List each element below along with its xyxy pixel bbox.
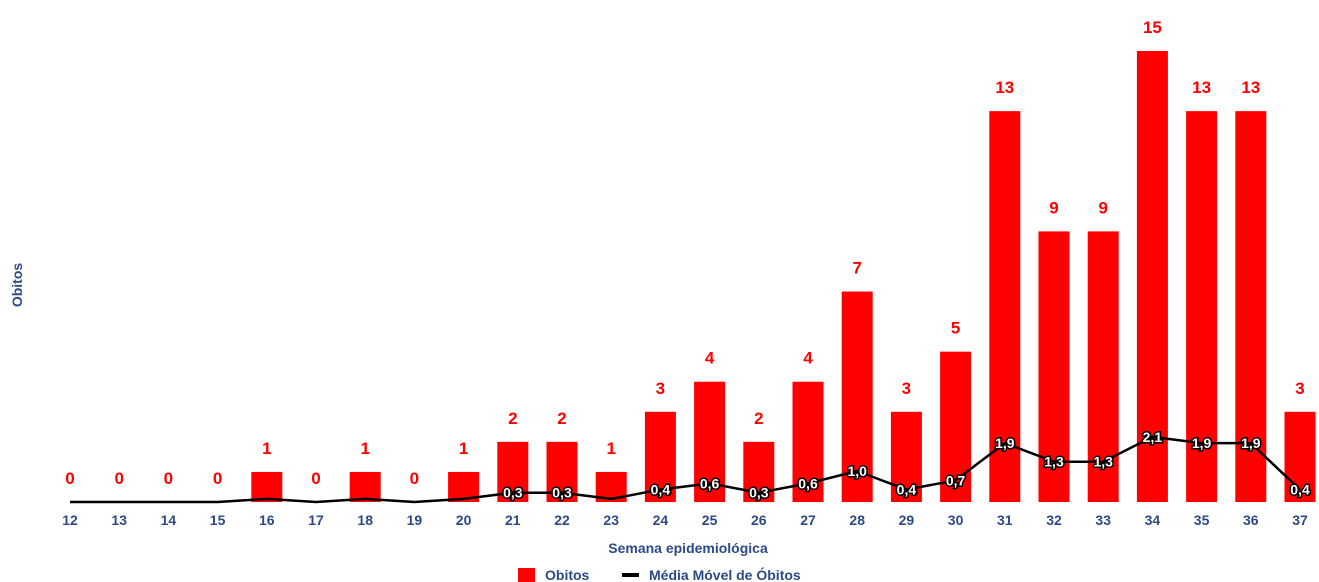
bar-label-32: 9 bbox=[1049, 198, 1058, 217]
x-tick-33: 33 bbox=[1095, 512, 1111, 528]
bars-layer bbox=[251, 51, 1316, 502]
x-axis-title: Semana epidemiológica bbox=[608, 540, 768, 556]
x-tick-21: 21 bbox=[505, 512, 521, 528]
bar-label-17: 0 bbox=[311, 469, 320, 488]
bar-label-19: 0 bbox=[410, 469, 419, 488]
x-tick-36: 36 bbox=[1243, 512, 1259, 528]
y-axis-title: Obitos bbox=[9, 263, 25, 308]
bar-label-16: 1 bbox=[262, 439, 271, 458]
x-tick-23: 23 bbox=[603, 512, 619, 528]
ma-label-31: 1,9 bbox=[995, 435, 1015, 451]
bar-label-35: 13 bbox=[1192, 78, 1211, 97]
ma-label-21: 0,3 bbox=[503, 485, 523, 501]
bar-label-34: 15 bbox=[1143, 18, 1162, 37]
bar-label-31: 13 bbox=[995, 78, 1014, 97]
bar-label-33: 9 bbox=[1098, 198, 1107, 217]
x-tick-20: 20 bbox=[456, 512, 472, 528]
x-tick-32: 32 bbox=[1046, 512, 1062, 528]
bar-label-29: 3 bbox=[902, 379, 911, 398]
x-tick-37: 37 bbox=[1292, 512, 1308, 528]
bar-label-20: 1 bbox=[459, 439, 468, 458]
x-axis-ticks: 12 13 14 15 16 17 18 19 20 21 22 23 24 25 26 27 28 29 30 31… bbox=[62, 512, 1308, 528]
bar-label-23: 1 bbox=[606, 439, 615, 458]
ma-label-37: 0,4 bbox=[1290, 482, 1310, 498]
bar-label-15: 0 bbox=[213, 469, 222, 488]
bar-37 bbox=[1284, 411, 1316, 502]
bar-label-37: 3 bbox=[1295, 379, 1304, 398]
bar-label-27: 4 bbox=[803, 349, 813, 368]
ma-label-32: 1,3 bbox=[1044, 454, 1064, 470]
legend-line-swatch bbox=[622, 573, 639, 577]
moving-average-line bbox=[70, 435, 1301, 504]
ma-label-27: 0,6 bbox=[798, 475, 818, 491]
bar-label-30: 5 bbox=[951, 319, 960, 338]
x-tick-22: 22 bbox=[554, 512, 570, 528]
ma-label-35: 1,9 bbox=[1192, 435, 1212, 451]
legend-line-label: Média Móvel de Óbitos bbox=[649, 566, 801, 582]
x-tick-28: 28 bbox=[849, 512, 865, 528]
bar-24 bbox=[644, 411, 676, 502]
ma-label-29: 0,4 bbox=[897, 482, 917, 498]
bar-28 bbox=[841, 291, 873, 502]
bar-30 bbox=[940, 351, 972, 502]
x-tick-35: 35 bbox=[1194, 512, 1210, 528]
bar-18 bbox=[349, 471, 381, 502]
x-tick-24: 24 bbox=[653, 512, 669, 528]
x-tick-14: 14 bbox=[161, 512, 177, 528]
x-tick-13: 13 bbox=[111, 512, 127, 528]
bar-label-21: 2 bbox=[508, 409, 517, 428]
ma-label-25: 0,6 bbox=[700, 475, 720, 491]
bar-label-13: 0 bbox=[114, 469, 123, 488]
x-tick-26: 26 bbox=[751, 512, 767, 528]
bar-label-25: 4 bbox=[705, 349, 715, 368]
legend-bar-label: Obitos bbox=[545, 567, 590, 582]
bar-label-24: 3 bbox=[656, 379, 665, 398]
x-tick-18: 18 bbox=[357, 512, 373, 528]
bar-34 bbox=[1136, 51, 1168, 502]
x-tick-27: 27 bbox=[800, 512, 816, 528]
x-tick-31: 31 bbox=[997, 512, 1013, 528]
bar-25 bbox=[694, 381, 726, 502]
moving-average-layer bbox=[70, 435, 1301, 504]
bar-16 bbox=[251, 471, 283, 502]
ma-label-34: 2,1 bbox=[1143, 429, 1163, 445]
bar-label-26: 2 bbox=[754, 409, 763, 428]
bar-35 bbox=[1186, 111, 1218, 502]
ma-label-28: 1,0 bbox=[847, 463, 867, 479]
moving-average-labels-layer: 0,3 0,3 0,4 0,6 0,3 0,6 1,0 0,4 0,7 1,9 1,3 1,3 2,1 1… bbox=[502, 427, 1312, 502]
bar-label-14: 0 bbox=[164, 469, 173, 488]
x-tick-19: 19 bbox=[407, 512, 423, 528]
x-tick-30: 30 bbox=[948, 512, 964, 528]
x-tick-29: 29 bbox=[899, 512, 915, 528]
ma-label-22: 0,3 bbox=[552, 485, 572, 501]
ma-label-26: 0,3 bbox=[749, 485, 769, 501]
bar-label-12: 0 bbox=[65, 469, 74, 488]
x-tick-34: 34 bbox=[1145, 512, 1161, 528]
bar-31 bbox=[989, 111, 1021, 502]
x-tick-17: 17 bbox=[308, 512, 324, 528]
bar-36 bbox=[1235, 111, 1267, 502]
legend[interactable]: Obitos Média Móvel de Óbitos bbox=[518, 566, 801, 582]
x-tick-25: 25 bbox=[702, 512, 718, 528]
x-tick-16: 16 bbox=[259, 512, 275, 528]
x-tick-15: 15 bbox=[210, 512, 226, 528]
bar-label-28: 7 bbox=[852, 259, 861, 278]
ma-label-30: 0,7 bbox=[946, 472, 966, 488]
ma-label-36: 1,9 bbox=[1241, 435, 1261, 451]
ma-label-24: 0,4 bbox=[651, 482, 671, 498]
bar-label-36: 13 bbox=[1241, 78, 1260, 97]
bar-label-18: 1 bbox=[360, 439, 369, 458]
ma-label-33: 1,3 bbox=[1093, 454, 1113, 470]
legend-bar-swatch bbox=[518, 568, 535, 582]
x-tick-12: 12 bbox=[62, 512, 78, 528]
bar-label-22: 2 bbox=[557, 409, 566, 428]
